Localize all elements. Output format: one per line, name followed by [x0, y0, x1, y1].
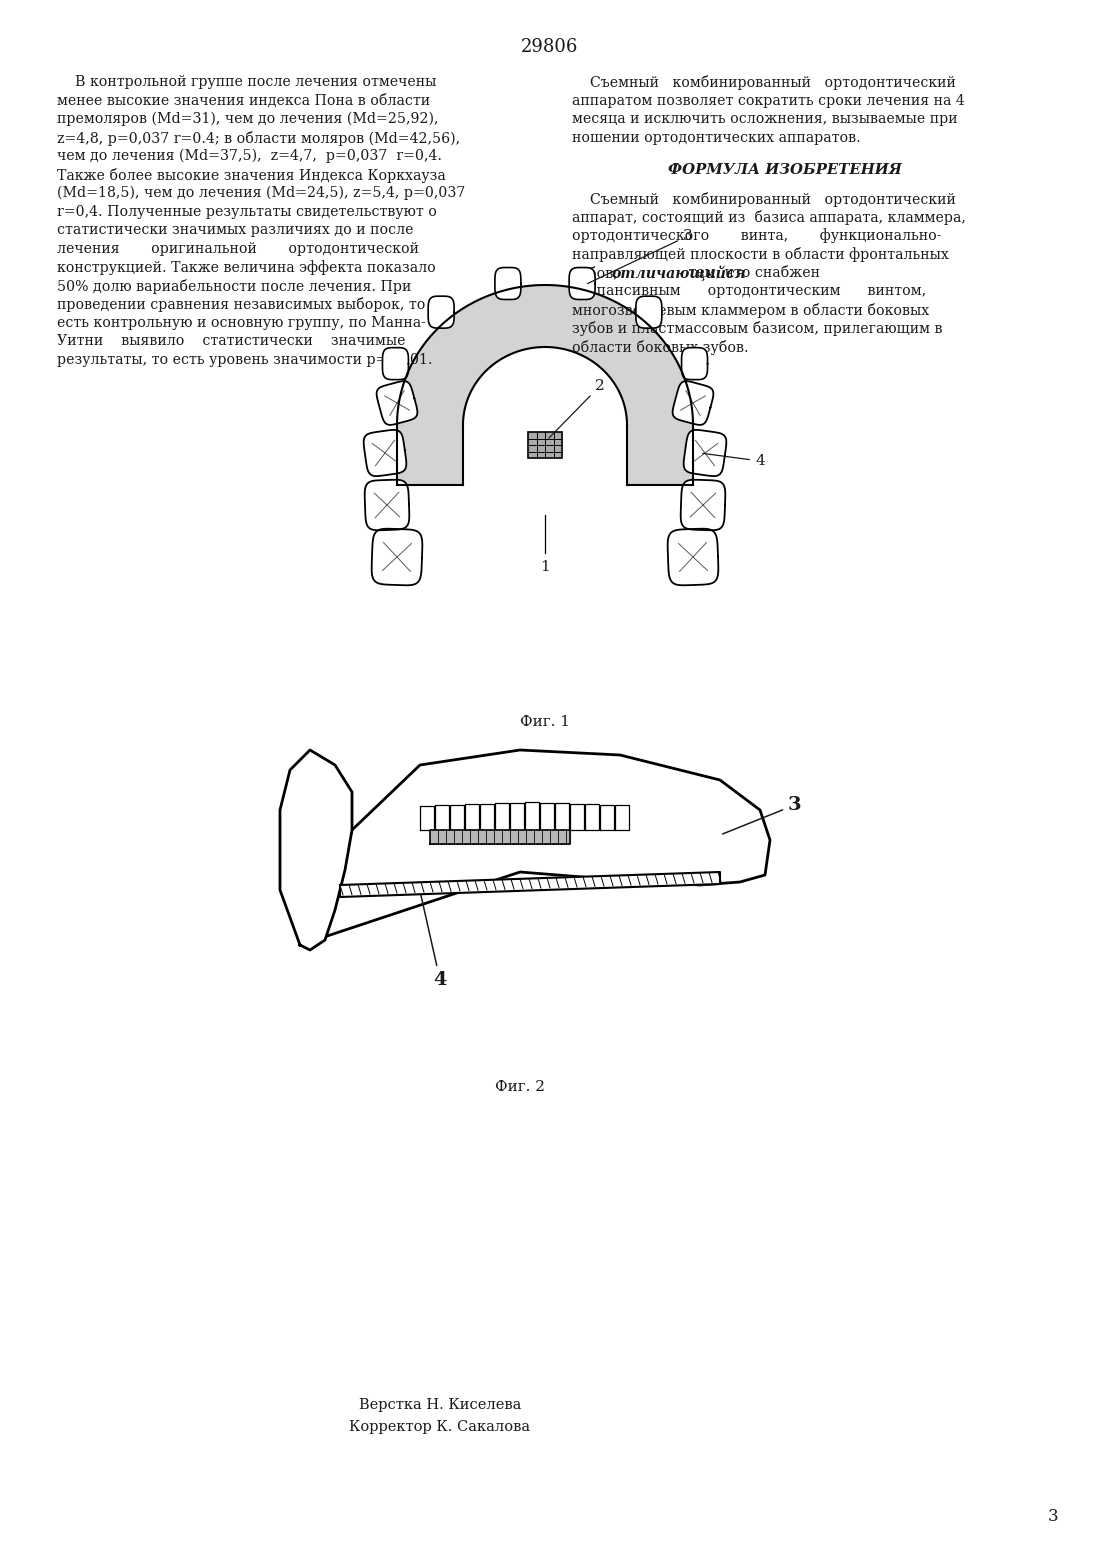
Polygon shape — [430, 829, 570, 843]
Polygon shape — [615, 804, 629, 829]
Text: 3: 3 — [1047, 1508, 1058, 1525]
FancyBboxPatch shape — [528, 433, 562, 457]
Text: аппарат, состоящий из  базиса аппарата, кламмера,: аппарат, состоящий из базиса аппарата, к… — [572, 210, 966, 226]
Text: зубов и пластмассовым базисом, прилегающим в: зубов и пластмассовым базисом, прилегающ… — [572, 321, 943, 336]
Polygon shape — [495, 803, 509, 829]
Text: Фиг. 1: Фиг. 1 — [520, 716, 570, 730]
Polygon shape — [364, 429, 406, 476]
Polygon shape — [495, 268, 521, 299]
Polygon shape — [480, 803, 494, 829]
Polygon shape — [450, 804, 464, 829]
Text: ФОРМУЛА ИЗОБРЕТЕНИЯ: ФОРМУЛА ИЗОБРЕТЕНИЯ — [668, 163, 902, 177]
Text: лечения       оригинальной       ортодонтической: лечения оригинальной ортодонтической — [57, 241, 419, 255]
Text: Съемный   комбинированный   ортодонтический: Съемный комбинированный ортодонтический — [572, 191, 956, 207]
Polygon shape — [636, 296, 662, 328]
Polygon shape — [525, 801, 539, 829]
Text: z=4,8, p=0,037 r=0.4; в области моляров (Md=42,56),: z=4,8, p=0,037 r=0.4; в области моляров … — [57, 131, 460, 146]
Text: области боковых зубов.: области боковых зубов. — [572, 339, 749, 355]
Text: аппаратом позволяет сократить сроки лечения на 4: аппаратом позволяет сократить сроки лече… — [572, 93, 965, 107]
Polygon shape — [340, 871, 720, 896]
Text: Верстка Н. Киселева: Верстка Н. Киселева — [359, 1397, 521, 1411]
Text: конструкцией. Также величина эффекта показало: конструкцией. Также величина эффекта пок… — [57, 260, 436, 275]
Text: отличающийся: отличающийся — [612, 266, 747, 282]
Text: 1: 1 — [540, 560, 550, 574]
Polygon shape — [510, 803, 524, 829]
Text: 3: 3 — [587, 229, 693, 283]
Polygon shape — [428, 296, 454, 328]
Text: 29806: 29806 — [521, 37, 579, 56]
Polygon shape — [682, 347, 707, 380]
Text: Уитни    выявило    статистически    значимые: Уитни выявило статистически значимые — [57, 335, 406, 349]
Polygon shape — [540, 803, 554, 829]
Text: 2: 2 — [549, 380, 605, 439]
Polygon shape — [434, 804, 449, 829]
Polygon shape — [376, 381, 417, 425]
Polygon shape — [672, 381, 714, 425]
Text: месяца и исключить осложнения, вызываемые при: месяца и исключить осложнения, вызываемы… — [572, 112, 958, 126]
Text: Также более высокие значения Индекса Коркхауза: Также более высокие значения Индекса Кор… — [57, 168, 446, 182]
Text: ношении ортодонтических аппаратов.: ношении ортодонтических аппаратов. — [572, 131, 860, 145]
Polygon shape — [397, 285, 693, 485]
Text: зубов,: зубов, — [572, 266, 623, 280]
Text: 50% долю вариабельности после лечения. При: 50% долю вариабельности после лечения. П… — [57, 279, 411, 294]
Polygon shape — [681, 479, 725, 531]
Polygon shape — [556, 803, 569, 829]
Text: r=0,4. Полученные результаты свидетельствуют о: r=0,4. Полученные результаты свидетельст… — [57, 204, 437, 218]
Text: 4: 4 — [420, 893, 447, 990]
Text: направляющей плоскости в области фронтальных: направляющей плоскости в области фронтал… — [572, 247, 949, 261]
Text: проведении сравнения независимых выборок, то: проведении сравнения независимых выборок… — [57, 297, 426, 313]
Polygon shape — [570, 803, 584, 829]
Text: 3: 3 — [723, 797, 802, 834]
Polygon shape — [365, 479, 409, 531]
Text: чем до лечения (Md=37,5),  z=4,7,  p=0,037  r=0,4.: чем до лечения (Md=37,5), z=4,7, p=0,037… — [57, 149, 442, 163]
Text: ортодонтического       винта,       функционально-: ортодонтического винта, функционально- — [572, 229, 942, 243]
Polygon shape — [569, 268, 595, 299]
Text: менее высокие значения индекса Пона в области: менее высокие значения индекса Пона в об… — [57, 93, 430, 107]
Text: 4: 4 — [703, 453, 764, 468]
Polygon shape — [372, 529, 422, 585]
Text: (Md=18,5), чем до лечения (Md=24,5), z=5,4, p=0,037: (Md=18,5), чем до лечения (Md=24,5), z=5… — [57, 187, 465, 201]
Text: результаты, то есть уровень значимости р=0,001.: результаты, то есть уровень значимости р… — [57, 353, 432, 367]
Text: Фиг. 2: Фиг. 2 — [495, 1080, 544, 1094]
Polygon shape — [300, 750, 770, 944]
Polygon shape — [465, 804, 478, 829]
Text: Корректор К. Сакалова: Корректор К. Сакалова — [350, 1421, 530, 1435]
Text: экспансивным      ортодонтическим      винтом,: экспансивным ортодонтическим винтом, — [572, 285, 926, 299]
Text: тем, что снабжен: тем, что снабжен — [684, 266, 820, 280]
Polygon shape — [585, 804, 600, 829]
Polygon shape — [420, 806, 434, 829]
Polygon shape — [280, 750, 352, 951]
Polygon shape — [684, 429, 726, 476]
Text: премоляров (Md=31), чем до лечения (Md=25,92),: премоляров (Md=31), чем до лечения (Md=2… — [57, 112, 439, 126]
Polygon shape — [600, 804, 614, 829]
Text: Съемный   комбинированный   ортодонтический: Съемный комбинированный ортодонтический — [572, 75, 956, 90]
Text: многозвеньевым кламмером в области боковых: многозвеньевым кламмером в области боков… — [572, 302, 930, 317]
Text: В контрольной группе после лечения отмечены: В контрольной группе после лечения отмеч… — [57, 75, 437, 89]
Text: статистически значимых различиях до и после: статистически значимых различиях до и по… — [57, 223, 414, 237]
Polygon shape — [383, 347, 408, 380]
Text: есть контрольную и основную группу, по Манна-: есть контрольную и основную группу, по М… — [57, 316, 426, 330]
Polygon shape — [668, 529, 718, 585]
